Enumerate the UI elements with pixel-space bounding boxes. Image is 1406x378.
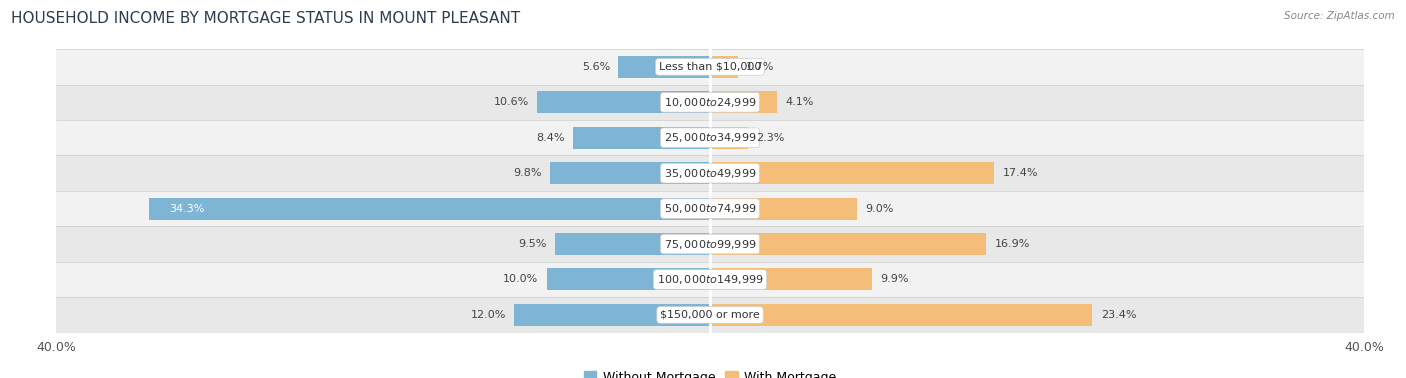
Bar (710, 198, 858, 220)
FancyBboxPatch shape (56, 49, 1364, 85)
Text: 2.3%: 2.3% (756, 133, 785, 143)
Text: 1.7%: 1.7% (747, 62, 775, 72)
Text: 5.6%: 5.6% (582, 62, 610, 72)
Bar (547, 268, 710, 290)
FancyBboxPatch shape (56, 191, 1364, 226)
Text: $10,000 to $24,999: $10,000 to $24,999 (664, 96, 756, 109)
Text: $100,000 to $149,999: $100,000 to $149,999 (657, 273, 763, 286)
Bar (710, 162, 994, 184)
Text: HOUSEHOLD INCOME BY MORTGAGE STATUS IN MOUNT PLEASANT: HOUSEHOLD INCOME BY MORTGAGE STATUS IN M… (11, 11, 520, 26)
Text: Source: ZipAtlas.com: Source: ZipAtlas.com (1284, 11, 1395, 21)
Text: 34.3%: 34.3% (169, 204, 204, 214)
Text: $35,000 to $49,999: $35,000 to $49,999 (664, 167, 756, 180)
Text: 23.4%: 23.4% (1101, 310, 1136, 320)
Bar (710, 233, 986, 255)
Bar (710, 127, 748, 149)
Text: 9.5%: 9.5% (519, 239, 547, 249)
Text: 10.0%: 10.0% (503, 274, 538, 285)
Legend: Without Mortgage, With Mortgage: Without Mortgage, With Mortgage (579, 366, 841, 378)
Text: $25,000 to $34,999: $25,000 to $34,999 (664, 131, 756, 144)
Text: 9.8%: 9.8% (513, 168, 541, 178)
Bar (149, 198, 710, 220)
Bar (537, 91, 710, 113)
Bar (572, 127, 710, 149)
FancyBboxPatch shape (56, 120, 1364, 155)
FancyBboxPatch shape (56, 297, 1364, 333)
FancyBboxPatch shape (56, 85, 1364, 120)
Bar (550, 162, 710, 184)
Bar (555, 233, 710, 255)
Text: 12.0%: 12.0% (471, 310, 506, 320)
Bar (619, 56, 710, 78)
Text: $50,000 to $74,999: $50,000 to $74,999 (664, 202, 756, 215)
Text: 9.0%: 9.0% (865, 204, 894, 214)
Bar (710, 268, 872, 290)
Text: 16.9%: 16.9% (994, 239, 1029, 249)
FancyBboxPatch shape (56, 226, 1364, 262)
Text: $150,000 or more: $150,000 or more (661, 310, 759, 320)
Text: 10.6%: 10.6% (494, 97, 529, 107)
Text: 4.1%: 4.1% (785, 97, 814, 107)
Bar (710, 56, 738, 78)
Bar (710, 91, 778, 113)
Text: $75,000 to $99,999: $75,000 to $99,999 (664, 237, 756, 251)
FancyBboxPatch shape (56, 262, 1364, 297)
Text: Less than $10,000: Less than $10,000 (659, 62, 761, 72)
Text: 9.9%: 9.9% (880, 274, 908, 285)
FancyBboxPatch shape (56, 155, 1364, 191)
Bar (710, 304, 1092, 326)
Text: 8.4%: 8.4% (536, 133, 565, 143)
Bar (515, 304, 710, 326)
Text: 17.4%: 17.4% (1002, 168, 1038, 178)
